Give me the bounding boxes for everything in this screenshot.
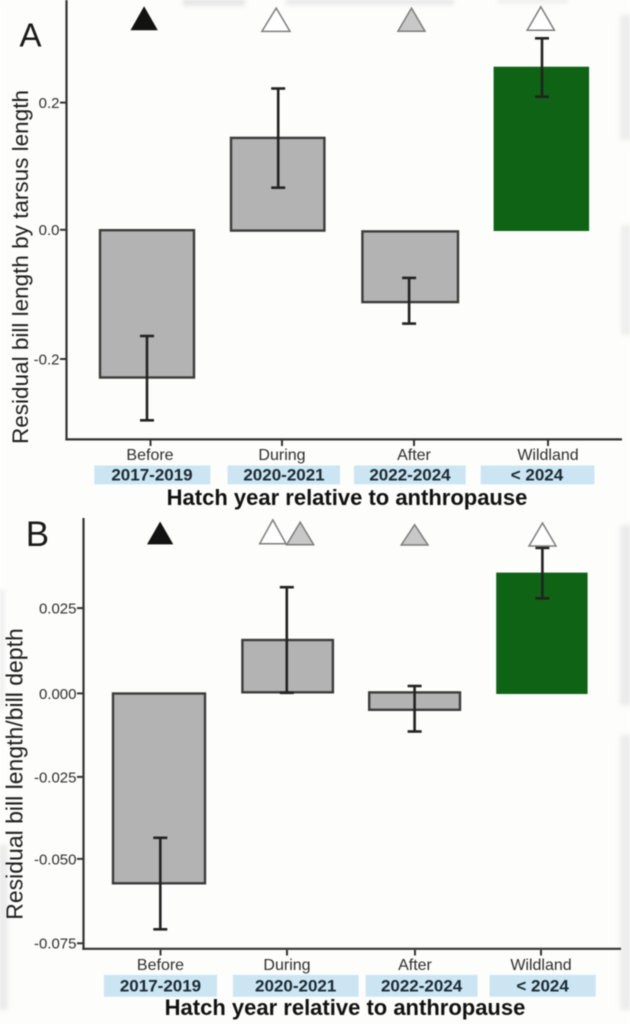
svg-text:Hatch year relative to anthrop: Hatch year relative to anthropause xyxy=(167,485,528,510)
svg-text:< 2024: < 2024 xyxy=(511,466,564,485)
svg-text:< 2024: < 2024 xyxy=(516,977,569,996)
svg-text:2017-2019: 2017-2019 xyxy=(120,977,201,996)
svg-text:Residual bill length/bill dept: Residual bill length/bill depth xyxy=(2,628,28,920)
svg-text:Hatch year relative to anthrop: Hatch year relative to anthropause xyxy=(165,995,526,1020)
svg-text:Residual bill length by tarsus: Residual bill length by tarsus length xyxy=(8,90,33,444)
svg-text:During: During xyxy=(258,447,305,464)
svg-text:2022-2024: 2022-2024 xyxy=(369,466,451,485)
svg-text:2020-2021: 2020-2021 xyxy=(243,466,324,485)
svg-text:After: After xyxy=(397,447,431,464)
svg-text:-0.075: -0.075 xyxy=(34,936,77,953)
svg-text:Wildland: Wildland xyxy=(517,447,578,464)
svg-text:2022-2024: 2022-2024 xyxy=(381,977,463,996)
svg-text:0.0: 0.0 xyxy=(39,222,60,239)
svg-text:A: A xyxy=(20,17,42,54)
svg-text:-0.050: -0.050 xyxy=(34,851,77,868)
svg-text:0.000: 0.000 xyxy=(39,686,77,703)
svg-text:2017-2019: 2017-2019 xyxy=(111,466,192,485)
svg-text:0.025: 0.025 xyxy=(39,601,77,618)
svg-text:Wildland: Wildland xyxy=(510,957,571,974)
svg-text:Before: Before xyxy=(126,447,173,464)
svg-text:After: After xyxy=(398,957,432,974)
svg-text:-0.025: -0.025 xyxy=(34,769,77,786)
svg-text:Before: Before xyxy=(137,957,184,974)
svg-text:B: B xyxy=(26,515,49,554)
svg-text:2020-2021: 2020-2021 xyxy=(255,977,336,996)
svg-text:During: During xyxy=(263,957,310,974)
svg-text:0.2: 0.2 xyxy=(39,95,60,112)
svg-text:-0.2: -0.2 xyxy=(34,351,60,368)
